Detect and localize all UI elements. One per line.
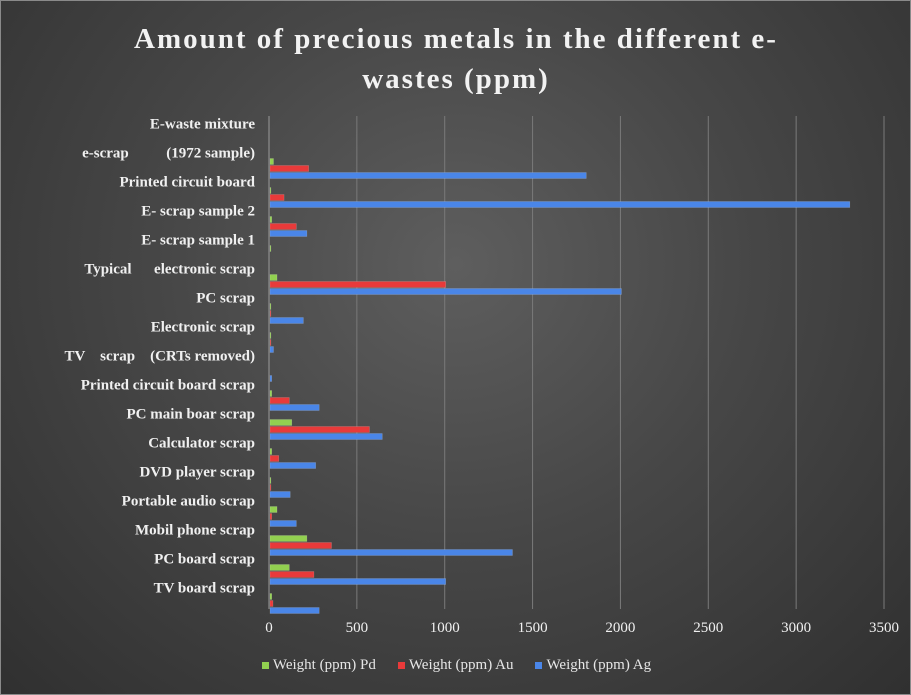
bar xyxy=(269,513,273,520)
category-label: PC board scrap xyxy=(154,552,255,568)
bar xyxy=(269,346,274,353)
category-label: Printed circuit board xyxy=(119,175,255,191)
bar xyxy=(269,571,315,578)
bar xyxy=(269,419,293,426)
bar xyxy=(269,194,285,201)
legend-swatch-pd xyxy=(261,662,269,669)
x-tick-label: 3000 xyxy=(781,620,811,636)
bar xyxy=(269,223,297,230)
legend-label-au: Weight (ppm) Au xyxy=(408,657,514,673)
bar xyxy=(269,288,622,295)
bar xyxy=(269,339,272,346)
bar xyxy=(269,201,851,208)
bar xyxy=(269,216,273,223)
bar xyxy=(269,491,291,498)
bar xyxy=(269,230,308,237)
bar xyxy=(269,607,320,614)
bar xyxy=(269,535,308,542)
chart-legend: Weight (ppm) Pd Weight (ppm) Au Weight (… xyxy=(1,657,911,674)
category-label: E- scrap sample 2 xyxy=(141,204,255,220)
bar xyxy=(269,455,280,462)
category-label: Mobil phone scrap xyxy=(135,523,255,539)
legend-label-ag: Weight (ppm) Ag xyxy=(546,657,652,673)
bar xyxy=(269,245,272,252)
bar xyxy=(269,549,513,556)
x-tick-label: 1000 xyxy=(430,620,460,636)
bar xyxy=(269,506,278,513)
category-label: Typical electronic scrap xyxy=(84,262,255,278)
category-label: TV board scrap xyxy=(154,581,255,597)
bar xyxy=(269,158,274,165)
bar xyxy=(269,484,272,491)
x-tick-label: 2500 xyxy=(693,620,723,636)
category-label: TV scrap (CRTs removed) xyxy=(65,349,255,365)
bar xyxy=(269,462,316,469)
bar xyxy=(269,578,446,585)
bar xyxy=(269,600,274,607)
bar xyxy=(269,303,272,310)
legend-item-pd: Weight (ppm) Pd xyxy=(261,657,376,674)
chart-title-line-1: Amount of precious metals in the differe… xyxy=(134,23,778,55)
chart-title-line-2: wastes (ppm) xyxy=(362,63,550,95)
category-label: Printed circuit board scrap xyxy=(81,378,255,394)
bar xyxy=(269,433,383,440)
category-label: e-scrap (1972 sample) xyxy=(82,146,255,162)
x-tick-label: 0 xyxy=(265,620,273,636)
bar xyxy=(269,477,272,484)
bar xyxy=(269,172,587,179)
bar xyxy=(269,187,272,194)
legend-item-ag: Weight (ppm) Ag xyxy=(535,657,651,674)
bar xyxy=(269,317,304,324)
x-tick-label: 500 xyxy=(346,620,369,636)
bar xyxy=(269,281,446,288)
bar xyxy=(269,310,272,317)
legend-label-pd: Weight (ppm) Pd xyxy=(272,657,376,673)
bar xyxy=(269,397,290,404)
bar xyxy=(269,520,297,527)
bar xyxy=(269,593,273,600)
bar xyxy=(269,165,309,172)
category-label: E- scrap sample 1 xyxy=(141,233,255,249)
bar xyxy=(269,426,370,433)
legend-swatch-ag xyxy=(535,662,543,669)
x-tick-label: 1500 xyxy=(518,620,548,636)
bar xyxy=(269,274,278,281)
bar xyxy=(269,332,272,339)
category-label: Electronic scrap xyxy=(151,320,255,336)
legend-swatch-au xyxy=(397,662,405,669)
category-label: E-waste mixture xyxy=(150,117,255,133)
chart-title: Amount of precious metals in the differe… xyxy=(61,19,851,99)
category-label: Portable audio scrap xyxy=(122,494,255,510)
legend-item-au: Weight (ppm) Au xyxy=(397,657,514,674)
category-label: PC main boar scrap xyxy=(127,407,255,423)
bar xyxy=(269,404,320,411)
bar xyxy=(269,542,332,549)
bar xyxy=(269,375,273,382)
x-tick-label: 2000 xyxy=(605,620,635,636)
bar xyxy=(269,448,273,455)
category-label: Calculator scrap xyxy=(148,436,255,452)
x-tick-label: 3500 xyxy=(869,620,899,636)
category-label: DVD player scrap xyxy=(139,465,255,481)
category-label: PC scrap xyxy=(196,291,255,307)
bar xyxy=(269,390,273,397)
bar xyxy=(269,564,290,571)
